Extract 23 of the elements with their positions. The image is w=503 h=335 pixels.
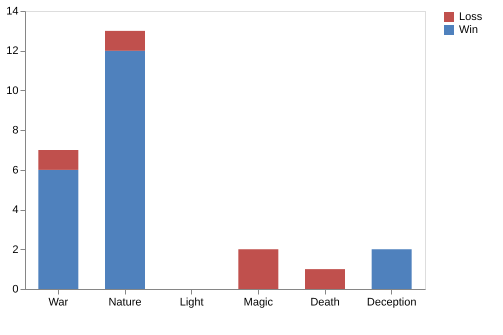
y-tick-label: 14 <box>6 6 18 18</box>
y-tick-label: 10 <box>6 84 18 97</box>
bar <box>38 150 78 170</box>
y-tick-label: 12 <box>6 45 18 58</box>
x-tick-label: Deception <box>366 296 416 308</box>
legend-label: Loss <box>459 11 483 23</box>
bar <box>105 50 145 289</box>
x-tick-label: Death <box>310 296 340 308</box>
x-tick-label: Nature <box>108 296 142 308</box>
bar <box>105 30 145 51</box>
y-tick-label: 4 <box>12 204 18 216</box>
y-tick-label: 0 <box>12 284 18 296</box>
legend-label: Win <box>459 24 478 36</box>
y-tick-label: 8 <box>12 124 18 137</box>
x-tick-label: Magic <box>244 296 274 308</box>
bar <box>372 249 412 289</box>
bar <box>38 170 78 289</box>
bar <box>238 249 278 289</box>
y-tick-label: 2 <box>12 244 18 256</box>
bar <box>305 269 345 289</box>
x-tick-label: Light <box>180 296 204 308</box>
y-tick-label: 6 <box>12 164 18 176</box>
x-tick-label: War <box>48 296 69 308</box>
